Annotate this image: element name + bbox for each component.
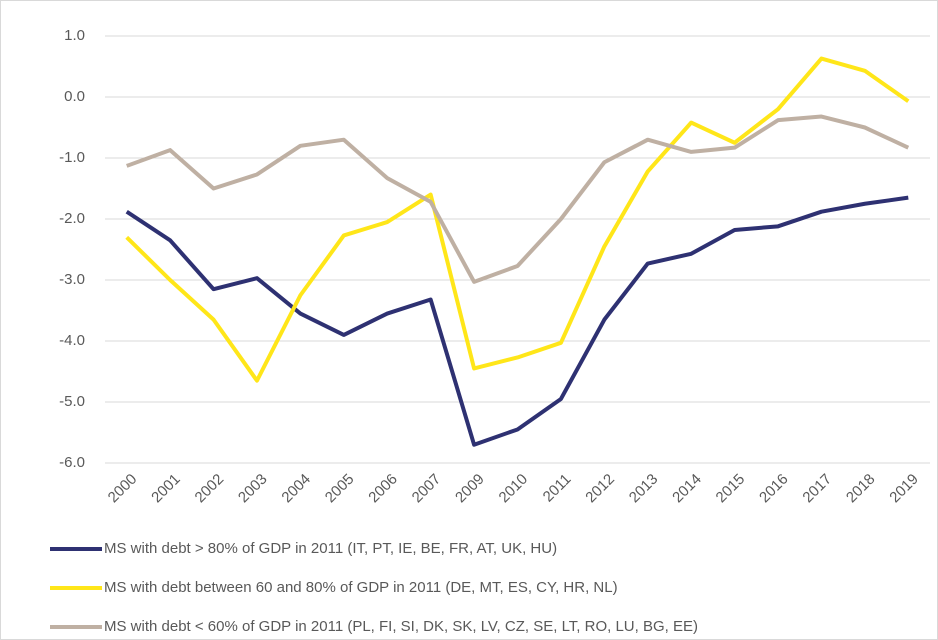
y-tick-label: -6.0 [59, 454, 85, 471]
y-tick-label: -4.0 [59, 332, 85, 349]
series-line [125, 195, 909, 447]
y-tick-label: 0.0 [64, 88, 85, 105]
legend-label: MS with debt between 60 and 80% of GDP i… [104, 579, 618, 596]
y-tick-label: 1.0 [64, 27, 85, 44]
y-tick-label: -3.0 [59, 271, 85, 288]
legend-label: MS with debt < 60% of GDP in 2011 (PL, F… [104, 618, 698, 635]
series-line [126, 114, 910, 284]
series-line [125, 56, 910, 383]
y-tick-label: -1.0 [59, 149, 85, 166]
y-tick-label: -2.0 [59, 210, 85, 227]
legend-label: MS with debt > 80% of GDP in 2011 (IT, P… [104, 540, 557, 557]
y-tick-label: -5.0 [59, 393, 85, 410]
